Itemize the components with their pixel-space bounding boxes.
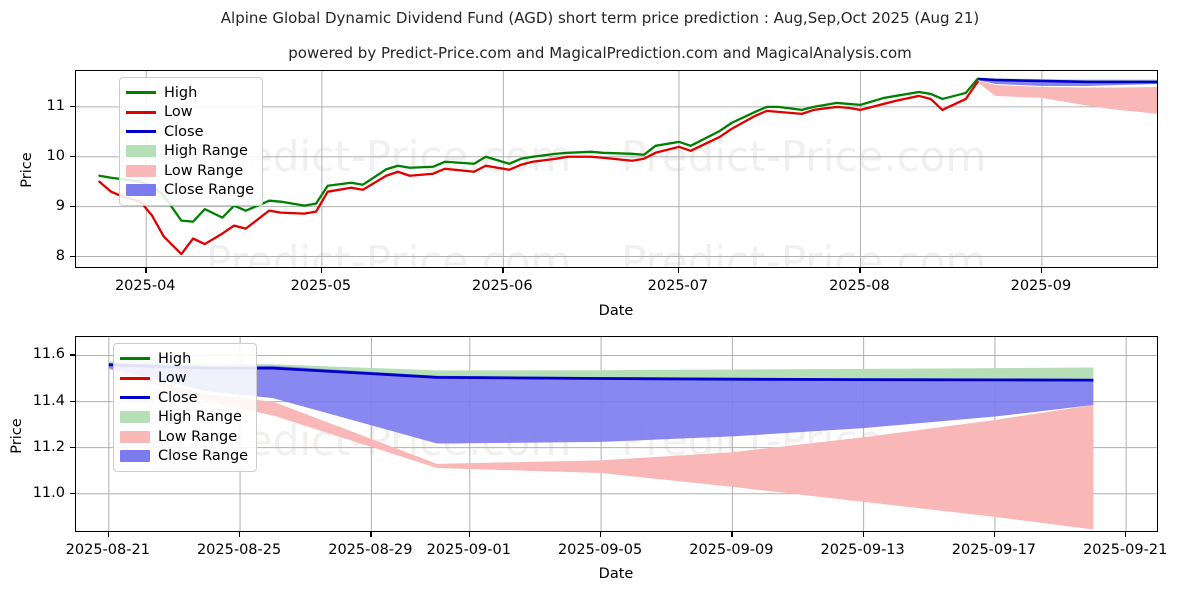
lower-y-axis-label: Price	[9, 418, 25, 454]
y-tick-mark	[70, 105, 75, 108]
upper-y-axis-label: Price	[19, 152, 35, 188]
x-tick-label: 2025-09-13	[820, 542, 905, 558]
legend-item-label: Close Range	[158, 448, 249, 464]
x-tick-mark	[239, 532, 241, 537]
legend-swatch-icon	[126, 164, 156, 177]
x-tick-label: 2025-07	[647, 278, 709, 294]
legend-swatch-icon	[126, 106, 156, 119]
x-tick-mark	[1125, 532, 1127, 537]
y-tick-label: 9	[55, 197, 65, 214]
x-tick-mark	[731, 532, 733, 537]
legend-item-low[interactable]: Low	[120, 369, 248, 389]
legend-item-label: Close	[158, 389, 198, 406]
legend-item-low-range[interactable]: Low Range	[120, 427, 248, 447]
legend-item-label: Low Range	[164, 162, 244, 179]
legend-item-close[interactable]: Close	[126, 122, 254, 142]
y-tick-mark	[70, 155, 75, 158]
x-tick-mark	[145, 268, 147, 273]
legend-item-label: Close Range	[164, 182, 255, 198]
legend-swatch-icon	[120, 372, 150, 385]
x-tick-label: 2025-04	[114, 278, 176, 294]
y-tick-mark	[70, 400, 75, 402]
legend-swatch-icon	[126, 125, 156, 138]
y-tick-label: 11.6	[32, 346, 65, 363]
legend-swatch-icon	[120, 450, 150, 463]
legend-item-high-range[interactable]: High Range	[120, 408, 248, 428]
svg-text:Predict-Price.com: Predict-Price.com	[621, 237, 986, 268]
page-title: Alpine Global Dynamic Dividend Fund (AGD…	[220, 9, 980, 27]
legend-item-close-range[interactable]: Close Range	[126, 181, 254, 201]
legend-item-high[interactable]: High	[126, 83, 254, 103]
x-tick-label: 2025-09-17	[951, 542, 1037, 558]
y-tick-label: 11.4	[32, 392, 65, 409]
x-tick-label: 2025-09-09	[689, 542, 774, 558]
x-tick-mark	[370, 532, 372, 537]
x-tick-label: 2025-08-21	[65, 542, 150, 558]
x-tick-mark	[468, 532, 471, 537]
y-tick-mark	[70, 354, 75, 356]
legend-item-high[interactable]: High	[120, 349, 248, 369]
x-tick-label: 2025-08-29	[328, 542, 413, 558]
x-tick-mark	[859, 268, 861, 273]
lower-plot-area[interactable]: Predict-Price.com Predict-Price.com	[75, 336, 1158, 532]
legend-item-label: High Range	[164, 143, 248, 159]
svg-text:Predict-Price.com: Predict-Price.com	[206, 237, 571, 268]
legend-swatch-icon	[120, 391, 150, 404]
upper-legend: High Low Close High Range Low Range Close Ran…	[119, 77, 264, 206]
x-tick-label: 2025-06	[472, 278, 533, 294]
lower-x-axis-label: Date	[598, 566, 634, 582]
legend-item-label: Low	[158, 370, 187, 386]
legend-swatch-icon	[126, 145, 156, 158]
x-tick-mark	[502, 268, 504, 273]
x-tick-mark	[1040, 268, 1043, 273]
x-tick-mark	[600, 532, 602, 537]
legend-swatch-icon	[120, 352, 150, 365]
y-tick-label: 11	[46, 97, 65, 114]
y-tick-mark	[70, 446, 75, 448]
lower-legend: High Low Close High Range Low Range Close Ran…	[113, 343, 258, 472]
legend-item-low-range[interactable]: Low Range	[126, 161, 254, 181]
x-tick-mark	[993, 532, 996, 537]
legend-item-label: High	[158, 350, 192, 367]
y-tick-label: 11.2	[32, 438, 65, 455]
legend-item-label: High	[164, 84, 198, 101]
x-tick-label: 2025-08-25	[196, 542, 282, 558]
legend-item-label: Low Range	[158, 428, 238, 445]
x-tick-mark	[862, 532, 864, 537]
upper-series-layer: Predict-Price.com Predict-Price.comPredic…	[76, 71, 1157, 268]
x-tick-label: 2025-09-21	[1083, 542, 1168, 558]
legend-item-high-range[interactable]: High Range	[126, 142, 254, 162]
x-tick-label: 2025-05	[290, 278, 352, 294]
legend-item-close-range[interactable]: Close Range	[120, 447, 248, 467]
x-tick-mark	[107, 532, 110, 537]
y-tick-label: 10	[46, 147, 65, 164]
legend-item-close[interactable]: Close	[120, 388, 248, 408]
x-tick-mark	[677, 268, 680, 273]
page-subtitle: powered by Predict-Price.com and Magical…	[288, 44, 912, 62]
legend-swatch-icon	[126, 86, 156, 99]
legend-swatch-icon	[126, 184, 156, 197]
x-tick-label: 2025-09-05	[557, 542, 643, 558]
legend-item-low[interactable]: Low	[126, 103, 254, 123]
y-tick-mark	[70, 205, 75, 207]
legend-item-label: High Range	[158, 409, 242, 425]
legend-item-label: Low	[164, 104, 193, 120]
legend-swatch-icon	[120, 411, 150, 424]
y-tick-label: 11.0	[32, 484, 65, 501]
x-tick-label: 2025-09	[1010, 278, 1072, 294]
x-tick-label: 2025-08	[829, 278, 890, 294]
y-tick-mark	[70, 492, 75, 495]
x-tick-label: 2025-09-01	[426, 542, 511, 558]
x-tick-mark	[320, 268, 323, 273]
upper-plot-area[interactable]: Predict-Price.com Predict-Price.com Predic…	[75, 70, 1158, 268]
upper-x-axis-label: Date	[598, 303, 634, 319]
lower-series-layer: Predict-Price.com Predict-Price.com	[76, 337, 1157, 531]
legend-item-label: Close	[164, 123, 204, 140]
legend-swatch-icon	[120, 430, 150, 443]
y-tick-mark	[70, 255, 75, 257]
y-tick-label: 8	[55, 247, 65, 264]
